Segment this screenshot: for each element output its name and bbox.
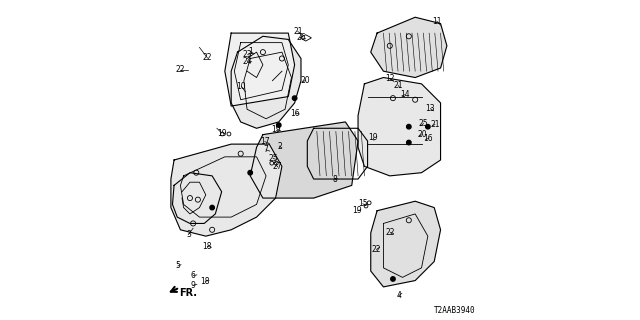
Text: 20: 20 — [301, 76, 310, 84]
Text: 19: 19 — [217, 129, 227, 138]
Text: 27: 27 — [273, 163, 283, 172]
Text: 2: 2 — [277, 141, 282, 150]
Text: 21: 21 — [430, 120, 440, 129]
Circle shape — [248, 171, 252, 175]
Text: 10: 10 — [237, 82, 246, 91]
Text: 23: 23 — [243, 50, 253, 59]
Text: 1: 1 — [248, 47, 253, 56]
Text: 25: 25 — [419, 119, 428, 128]
Text: 14: 14 — [400, 90, 410, 99]
Circle shape — [406, 140, 411, 145]
Text: 3: 3 — [186, 230, 191, 239]
Text: 4: 4 — [396, 291, 401, 300]
Text: 22: 22 — [372, 245, 381, 254]
Text: 18: 18 — [200, 277, 210, 286]
Text: 7: 7 — [264, 145, 269, 154]
Text: 21: 21 — [293, 27, 303, 36]
Circle shape — [276, 123, 281, 127]
Circle shape — [391, 277, 395, 281]
Text: 11: 11 — [432, 17, 442, 26]
Text: T2AAB3940: T2AAB3940 — [434, 307, 476, 316]
Text: 22: 22 — [203, 53, 212, 62]
Polygon shape — [371, 17, 447, 77]
Polygon shape — [358, 77, 440, 176]
Text: 6: 6 — [191, 271, 196, 280]
Text: 19: 19 — [271, 125, 280, 134]
Polygon shape — [371, 201, 440, 287]
Text: 18: 18 — [203, 242, 212, 251]
Polygon shape — [250, 122, 358, 198]
Text: 8: 8 — [333, 175, 338, 184]
Text: 25: 25 — [268, 154, 278, 163]
Text: 15: 15 — [358, 199, 367, 208]
Circle shape — [210, 205, 214, 210]
Text: 5: 5 — [175, 261, 180, 270]
Text: 22: 22 — [386, 228, 395, 237]
Circle shape — [406, 124, 411, 129]
Polygon shape — [225, 33, 294, 106]
Text: 26: 26 — [297, 33, 307, 42]
Text: 20: 20 — [417, 130, 427, 139]
Text: 12: 12 — [385, 74, 394, 83]
Text: FR.: FR. — [179, 288, 197, 298]
Text: 24: 24 — [243, 57, 253, 66]
Polygon shape — [231, 36, 301, 128]
Text: 13: 13 — [426, 104, 435, 113]
Text: 16: 16 — [291, 108, 300, 117]
Text: 19: 19 — [353, 206, 362, 215]
Text: 21: 21 — [394, 81, 403, 90]
Text: 16: 16 — [424, 134, 433, 143]
Text: 17: 17 — [260, 137, 269, 146]
Text: 19: 19 — [369, 133, 378, 142]
Text: 9: 9 — [191, 281, 196, 290]
Circle shape — [292, 96, 297, 100]
Circle shape — [426, 124, 430, 129]
Polygon shape — [171, 144, 282, 236]
Text: 22: 22 — [175, 65, 185, 74]
